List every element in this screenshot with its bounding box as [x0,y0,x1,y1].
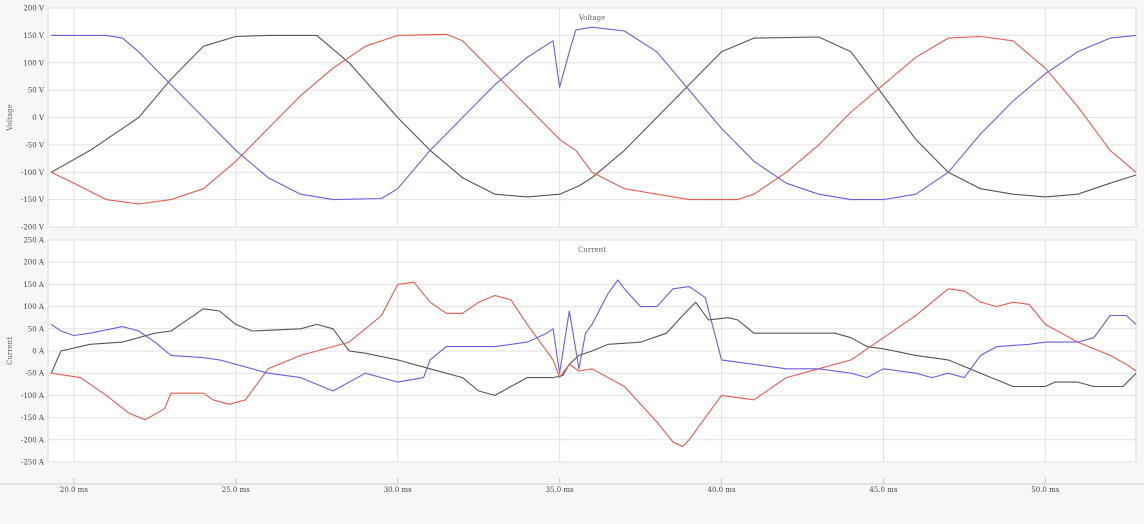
current-y-axis-label: Current [6,337,14,365]
x-tick-label: 40.0 ms [708,486,736,494]
voltage-y-tick-label: -150 V [21,196,45,204]
current-series-line-1 [50,301,1137,396]
voltage-y-tick-label: 150 V [23,32,45,40]
voltage-y-tick-label: 200 V [23,5,45,13]
voltage-y-axis-label: Voltage [6,104,14,131]
voltage-series-line-1 [50,34,1137,198]
current-y-tick-label: 0 A [32,348,45,356]
x-tick-label: 35.0 ms [546,486,574,494]
voltage-y-tick-label: -200 V [21,224,45,232]
x-tick-label: 50.0 ms [1031,486,1059,494]
current-y-tick-label: -200 A [21,436,45,444]
current-title: Current [578,246,606,254]
x-tick-label: 45.0 ms [869,486,897,494]
x-tick-label: 20.0 ms [60,486,88,494]
voltage-series-line-3 [51,26,1137,201]
voltage-series-line-2 [50,33,1137,205]
current-y-tick-label: 50 A [28,325,45,333]
voltage-y-tick-label: 0 V [32,114,45,122]
current-panel: 250 A 200 A 150 A 100 A 50 A 0 A -50 A -100 A -1… [6,237,1137,467]
x-tick-label: 30.0 ms [384,486,412,494]
current-y-tick-label: 250 A [23,237,45,245]
current-y-tick-label: 100 A [23,303,45,311]
current-y-tick-label: -250 A [21,459,45,467]
voltage-y-tick-label: 50 V [28,87,45,95]
current-y-tick-label: -50 A [25,370,44,378]
current-series-line-2 [51,281,1137,448]
current-y-tick-label: -150 A [21,414,45,422]
voltage-panel: 200 V 150 V 100 V 50 V 0 V -50 V -100 V -150 V -… [6,5,1137,232]
x-tick-label: 25.0 ms [222,486,250,494]
current-y-tick-label: 150 A [23,281,45,289]
time-axis: 20.0 ms 25.0 ms 30.0 ms 35.0 ms 40.0 ms 45.0 … [0,478,1144,494]
current-y-tick-label: -100 A [21,392,45,400]
voltage-title: Voltage [578,14,605,22]
voltage-y-tick-label: -100 V [21,169,45,177]
voltage-y-tick-label: 100 V [23,59,45,67]
current-y-tick-label: 200 A [23,259,45,267]
current-series-line-3 [50,279,1137,392]
voltage-y-tick-label: -50 V [25,141,44,149]
